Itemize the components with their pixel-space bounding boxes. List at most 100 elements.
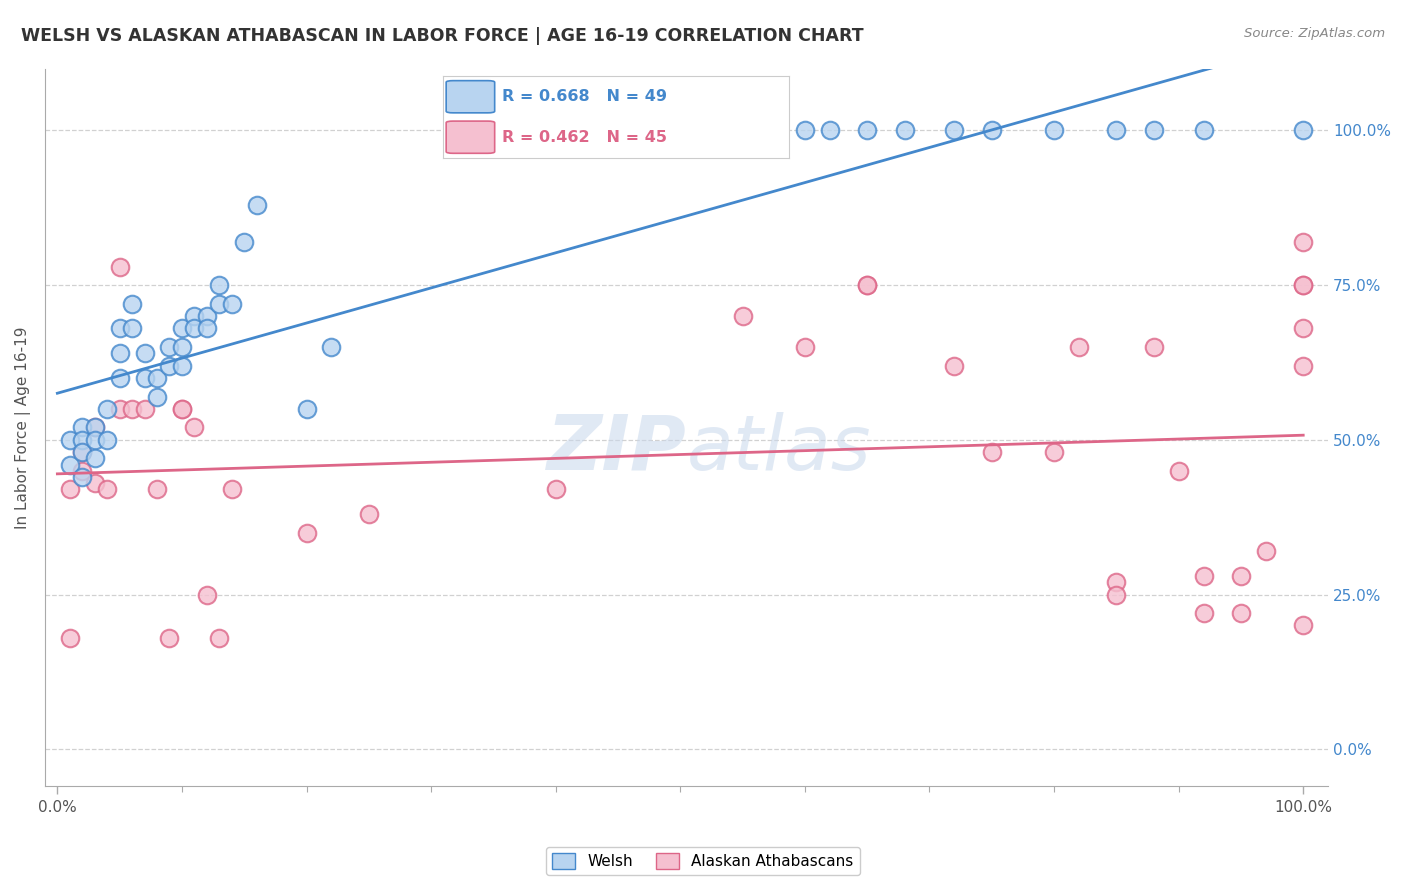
Point xyxy=(195,309,218,323)
Point xyxy=(170,340,193,354)
Point xyxy=(1292,235,1315,249)
Point xyxy=(295,401,318,416)
Point xyxy=(1292,278,1315,293)
Point xyxy=(183,321,205,335)
Point xyxy=(1292,123,1315,137)
Point xyxy=(108,260,131,274)
Point xyxy=(980,123,1002,137)
Point xyxy=(83,476,105,491)
Point xyxy=(108,321,131,335)
Point xyxy=(195,588,218,602)
Point xyxy=(1230,606,1253,620)
Point xyxy=(170,359,193,373)
Point xyxy=(321,340,343,354)
Point xyxy=(856,278,879,293)
Point xyxy=(1292,618,1315,632)
Point xyxy=(108,401,131,416)
Point xyxy=(1230,569,1253,583)
Point xyxy=(793,340,815,354)
Point xyxy=(134,401,156,416)
Point xyxy=(1192,569,1215,583)
Point xyxy=(183,309,205,323)
Point xyxy=(59,631,82,645)
Point xyxy=(72,470,94,484)
Text: WELSH VS ALASKAN ATHABASCAN IN LABOR FORCE | AGE 16-19 CORRELATION CHART: WELSH VS ALASKAN ATHABASCAN IN LABOR FOR… xyxy=(21,27,863,45)
Point xyxy=(208,278,231,293)
Point xyxy=(1043,123,1066,137)
Point xyxy=(121,401,143,416)
Point xyxy=(208,296,231,310)
Point xyxy=(146,390,169,404)
Point xyxy=(893,123,915,137)
Point xyxy=(159,340,181,354)
Point xyxy=(943,359,966,373)
Point xyxy=(83,451,105,466)
Text: atlas: atlas xyxy=(686,412,870,486)
Y-axis label: In Labor Force | Age 16-19: In Labor Force | Age 16-19 xyxy=(15,326,31,529)
Point xyxy=(246,197,269,211)
Point xyxy=(159,631,181,645)
Point xyxy=(170,401,193,416)
Point xyxy=(943,123,966,137)
Point xyxy=(793,123,815,137)
Point xyxy=(221,296,243,310)
Point xyxy=(59,433,82,447)
Point xyxy=(72,420,94,434)
Point xyxy=(1105,588,1128,602)
Point xyxy=(295,525,318,540)
Point xyxy=(96,433,118,447)
Point xyxy=(1192,606,1215,620)
Point xyxy=(108,371,131,385)
Point xyxy=(72,445,94,459)
Point xyxy=(183,420,205,434)
Point xyxy=(83,420,105,434)
Point xyxy=(980,445,1002,459)
Point xyxy=(1192,123,1215,137)
Point xyxy=(96,401,118,416)
Point xyxy=(134,371,156,385)
Text: Source: ZipAtlas.com: Source: ZipAtlas.com xyxy=(1244,27,1385,40)
Point xyxy=(59,458,82,472)
Point xyxy=(1292,321,1315,335)
Point xyxy=(1067,340,1090,354)
Point xyxy=(108,346,131,360)
Point xyxy=(83,433,105,447)
Point xyxy=(1143,123,1166,137)
Point xyxy=(146,483,169,497)
Point xyxy=(669,123,692,137)
Point xyxy=(96,483,118,497)
Point xyxy=(1254,544,1277,558)
Point xyxy=(72,464,94,478)
Point xyxy=(121,321,143,335)
Point xyxy=(731,309,754,323)
Point xyxy=(357,507,380,521)
Point xyxy=(72,445,94,459)
Point xyxy=(818,123,841,137)
Point xyxy=(1105,575,1128,590)
Point xyxy=(159,359,181,373)
Point xyxy=(195,321,218,335)
Point xyxy=(170,401,193,416)
Point xyxy=(1292,359,1315,373)
Point xyxy=(856,123,879,137)
Point xyxy=(1292,278,1315,293)
Point xyxy=(72,433,94,447)
Point xyxy=(731,123,754,137)
Point xyxy=(221,483,243,497)
Point xyxy=(208,631,231,645)
Point xyxy=(170,321,193,335)
Point xyxy=(121,296,143,310)
Legend: Welsh, Alaskan Athabascans: Welsh, Alaskan Athabascans xyxy=(547,847,859,875)
Text: ZIP: ZIP xyxy=(547,412,686,486)
Point xyxy=(233,235,256,249)
Point xyxy=(1043,445,1066,459)
Point xyxy=(544,483,567,497)
Point xyxy=(856,278,879,293)
Point xyxy=(146,371,169,385)
Point xyxy=(1167,464,1189,478)
Point xyxy=(1143,340,1166,354)
Point xyxy=(59,483,82,497)
Point xyxy=(1105,123,1128,137)
Point xyxy=(83,420,105,434)
Point xyxy=(134,346,156,360)
